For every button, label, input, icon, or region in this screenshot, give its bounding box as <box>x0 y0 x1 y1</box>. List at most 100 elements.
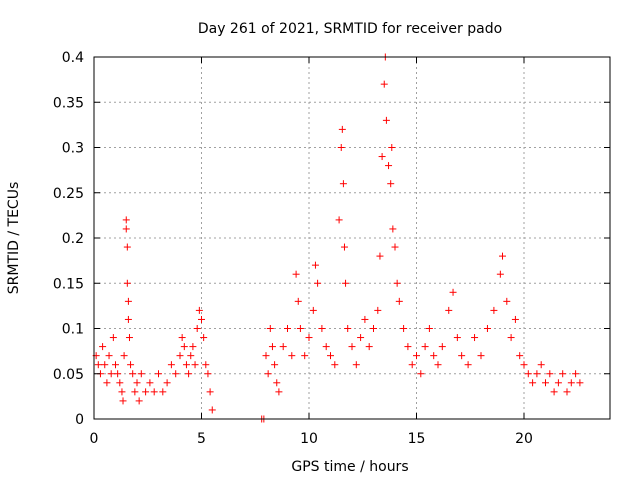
data-point <box>120 352 128 360</box>
data-point <box>114 370 122 378</box>
data-point <box>335 216 343 224</box>
data-point <box>374 306 382 314</box>
data-point <box>127 361 135 369</box>
data-point <box>391 243 399 251</box>
data-point <box>101 361 109 369</box>
data-point <box>208 406 216 414</box>
data-point <box>542 379 549 387</box>
data-point <box>348 343 356 351</box>
data-point <box>264 370 272 378</box>
data-point <box>99 343 107 351</box>
data-point <box>434 361 442 369</box>
data-point <box>129 370 137 378</box>
data-point <box>430 352 438 360</box>
data-point <box>327 352 334 360</box>
data-point <box>380 80 388 88</box>
data-point <box>385 162 393 170</box>
data-point <box>471 334 479 342</box>
data-point <box>361 315 369 323</box>
data-point <box>284 325 291 332</box>
data-point <box>387 180 395 188</box>
y-tick-label: 0.05 <box>53 367 84 383</box>
data-point <box>389 225 397 233</box>
data-point <box>503 297 511 305</box>
data-point <box>124 297 132 305</box>
data-point <box>204 370 212 378</box>
data-point <box>490 306 498 314</box>
data-point <box>576 379 584 387</box>
data-point <box>292 270 300 278</box>
data-point <box>311 261 319 269</box>
data-point <box>483 325 491 332</box>
data-point <box>499 252 506 260</box>
data-point <box>352 361 360 369</box>
data-point <box>400 325 408 332</box>
data-point <box>511 315 519 323</box>
data-point <box>496 270 504 278</box>
data-point <box>417 370 425 378</box>
data-point <box>438 343 446 351</box>
data-point <box>314 279 322 287</box>
x-tick-label: 0 <box>90 431 99 447</box>
data-point <box>150 388 158 396</box>
data-point <box>344 325 352 332</box>
data-point <box>309 306 317 314</box>
data-point <box>305 334 313 342</box>
y-tick-label: 0.35 <box>53 95 84 111</box>
data-point <box>516 352 524 360</box>
data-point <box>458 352 466 360</box>
data-point <box>520 361 528 369</box>
data-point <box>105 352 113 360</box>
data-point <box>107 370 115 378</box>
data-point <box>172 370 180 378</box>
data-point <box>119 397 127 405</box>
data-point <box>408 361 416 369</box>
data-point <box>279 343 287 351</box>
data-point <box>378 153 386 161</box>
x-tick-label: 15 <box>408 431 426 447</box>
data-point <box>112 361 119 369</box>
data-point <box>200 334 208 342</box>
data-point <box>268 343 276 351</box>
axis-ticks: 0 5 10 15 20 0 0.05 0.1 0.15 0.2 0.25 0.3 0.35 0.4 <box>53 50 610 447</box>
y-axis-label: SRMTID / TECUs <box>6 182 22 295</box>
x-tick-label: 20 <box>515 431 533 447</box>
data-point <box>198 315 205 323</box>
data-point <box>123 243 131 251</box>
data-point <box>163 379 171 387</box>
data-point <box>322 343 330 351</box>
y-tick-label: 0.2 <box>62 231 84 247</box>
data-point <box>533 370 541 378</box>
data-point <box>370 325 377 332</box>
data-point <box>118 388 126 396</box>
data-point <box>191 361 199 369</box>
data-point <box>167 361 175 369</box>
data-point <box>182 361 190 369</box>
data-point <box>563 388 571 396</box>
data-point <box>294 297 302 305</box>
x-tick-label: 10 <box>300 431 318 447</box>
data-point <box>404 343 412 351</box>
data-point <box>288 352 296 360</box>
data-point <box>421 343 429 351</box>
data-point <box>537 361 545 369</box>
data-point <box>178 334 186 342</box>
data-point <box>337 144 345 151</box>
data-point <box>507 334 515 342</box>
data-point <box>146 379 154 387</box>
data-point <box>206 388 214 396</box>
data-point <box>567 379 575 387</box>
data-point <box>159 388 167 396</box>
data-point <box>123 279 131 287</box>
data-point <box>572 370 580 378</box>
data-point <box>189 343 197 351</box>
data-point <box>365 343 373 351</box>
data-point <box>342 279 350 287</box>
y-tick-label: 0.3 <box>62 141 84 157</box>
data-points <box>92 53 584 423</box>
y-tick-label: 0.1 <box>62 322 84 338</box>
y-tick-label: 0.15 <box>53 276 84 292</box>
x-axis-label: GPS time / hours <box>291 459 408 475</box>
data-point <box>357 334 365 342</box>
data-point <box>124 315 132 323</box>
